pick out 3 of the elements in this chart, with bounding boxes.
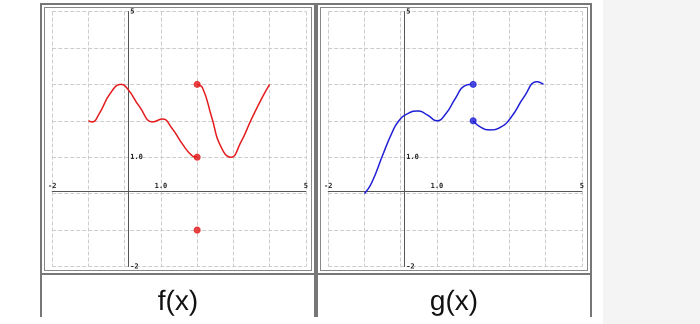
text: g(x) <box>318 273 590 317</box>
point <box>194 226 201 234</box>
text: f(x) <box>42 273 314 317</box>
